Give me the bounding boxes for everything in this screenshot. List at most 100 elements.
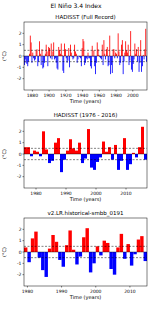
bar: [39, 54, 41, 56]
bar: [87, 129, 90, 154]
bar: [87, 53, 89, 56]
bar: [126, 154, 129, 170]
y-tick-label: 2: [19, 227, 22, 232]
x-tick: [32, 90, 33, 92]
x-tick-label: 1980: [110, 93, 122, 98]
x-tick-label: 1990: [60, 191, 72, 196]
bar: [111, 56, 113, 73]
bar: [62, 252, 65, 267]
zero-line: [24, 154, 147, 155]
y-tick: [23, 142, 25, 143]
bar: [67, 56, 69, 61]
x-axis-label: Time (years): [69, 98, 102, 105]
x-tick-label: 1990: [56, 289, 68, 294]
bar: [32, 53, 34, 56]
bar: [119, 56, 121, 65]
bar: [42, 131, 45, 154]
bar: [45, 149, 48, 154]
x-tick-label: 2000: [90, 191, 102, 196]
bar: [86, 228, 89, 252]
bar: [95, 56, 97, 74]
x-tick: [126, 188, 127, 190]
x-axis-label: Time (years): [69, 294, 102, 301]
bar: [34, 56, 36, 59]
bar: [27, 252, 30, 262]
bar: [145, 29, 147, 56]
bar: [86, 56, 88, 59]
bar: [63, 154, 66, 160]
bar: [75, 54, 77, 56]
bar: [116, 54, 118, 56]
bar: [64, 44, 66, 56]
x-tick: [82, 90, 83, 92]
x-tick-label: 1960: [94, 93, 106, 98]
bar: [54, 56, 56, 59]
bar: [90, 154, 93, 168]
x-tick: [49, 90, 50, 92]
x-tick-label: 2000: [90, 289, 102, 294]
y-tick-label: -2: [17, 174, 22, 179]
bar: [111, 154, 114, 160]
bars: [24, 228, 147, 277]
y-tick: [23, 240, 25, 241]
y-tick-label: 2: [19, 129, 22, 134]
y-tick-label: 0: [19, 250, 22, 255]
bar: [75, 51, 77, 56]
bar: [132, 56, 134, 64]
bar: [144, 252, 147, 261]
x-tick-label: 1980: [22, 289, 34, 294]
x-tick-label: 1880: [27, 93, 39, 98]
bar: [99, 252, 102, 255]
bar: [30, 42, 32, 56]
bar: [80, 56, 82, 66]
x-tick: [99, 90, 100, 92]
bar: [60, 44, 62, 56]
bar: [39, 154, 42, 156]
bar: [140, 40, 142, 56]
bar: [40, 56, 42, 65]
y-tick: [23, 33, 25, 34]
bar: [134, 44, 136, 56]
threshold-line: [24, 148, 147, 149]
y-axis-label: (°C): [1, 149, 7, 159]
panel: HADISST (Full Record)-2-1012188019001920…: [1, 14, 147, 105]
y-tick-label: 0: [19, 152, 22, 157]
bar: [141, 127, 144, 154]
bar: [39, 41, 41, 56]
bar: [109, 252, 112, 269]
bar: [118, 51, 120, 56]
bar: [48, 47, 50, 56]
bar: [84, 154, 87, 159]
y-tick: [23, 154, 25, 155]
bar: [137, 240, 140, 252]
y-tick: [23, 252, 25, 253]
bar: [33, 151, 36, 154]
bar: [49, 48, 51, 56]
bar: [130, 31, 132, 56]
bar: [72, 148, 75, 154]
x-tick-label: 2000: [127, 93, 139, 98]
bar: [81, 154, 84, 163]
bar: [125, 41, 127, 56]
bar: [96, 42, 98, 56]
bar: [103, 40, 105, 56]
bar: [91, 46, 93, 56]
x-tick: [61, 286, 62, 288]
bar: [123, 138, 126, 154]
x-tick-label: 2010: [120, 191, 132, 196]
y-tick-label: -1: [17, 261, 22, 266]
y-tick: [23, 44, 25, 45]
x-tick-label: 1920: [60, 93, 72, 98]
bar: [69, 139, 72, 154]
bar: [105, 152, 108, 154]
bar: [138, 56, 140, 72]
bar: [108, 56, 110, 65]
figure: El Niño 3.4 IndexHADISST (Full Record)-2…: [0, 0, 152, 320]
plot-frame: [24, 120, 147, 188]
x-tick-label: 1940: [77, 93, 89, 98]
bar: [133, 56, 135, 59]
bar: [93, 154, 96, 170]
y-tick-label: 2: [19, 31, 22, 36]
bar: [34, 232, 37, 252]
x-tick: [132, 90, 133, 92]
